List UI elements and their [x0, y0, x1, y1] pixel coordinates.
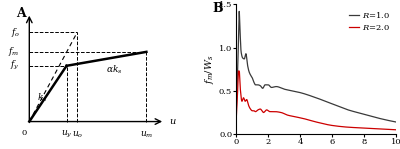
$R$=1.0 — [252, 83, 257, 85]
$R$=1.0 — [302, 93, 307, 95]
$R$=2.0 — [252, 110, 257, 112]
$R$=2.0 — [390, 129, 395, 131]
Line: $R$=2.0: $R$=2.0 — [236, 71, 396, 130]
$R$=1.0 — [262, 85, 266, 87]
$R$=1.0 — [373, 117, 378, 118]
X-axis label: $T$(s): $T$(s) — [306, 148, 326, 149]
$R$=2.0 — [394, 129, 398, 131]
Text: A: A — [16, 7, 26, 20]
Line: $R$=1.0: $R$=1.0 — [236, 11, 396, 122]
Text: $\alpha k_s$: $\alpha k_s$ — [106, 64, 123, 76]
$R$=1.0 — [394, 121, 398, 123]
$R$=1.0 — [390, 121, 395, 122]
Text: $k_s$: $k_s$ — [37, 92, 48, 104]
$R$=2.0 — [373, 128, 378, 130]
Text: $f_o$: $f_o$ — [10, 26, 20, 39]
Text: $u_m$: $u_m$ — [140, 129, 153, 140]
$R$=2.0 — [234, 116, 239, 118]
$R$=1.0 — [237, 10, 242, 12]
$R$=2.0 — [302, 118, 307, 120]
$R$=2.0 — [236, 70, 241, 72]
$R$=1.0 — [234, 107, 239, 109]
Text: 0: 0 — [21, 129, 27, 137]
Text: $f_y$: $f_y$ — [10, 59, 20, 72]
$R$=2.0 — [295, 116, 300, 118]
Text: $u_o$: $u_o$ — [72, 129, 83, 140]
Text: $u$: $u$ — [169, 117, 177, 126]
Text: $f_m$: $f_m$ — [8, 45, 20, 58]
$R$=1.0 — [295, 91, 300, 93]
Legend: $R$=1.0, $R$=2.0: $R$=1.0, $R$=2.0 — [347, 9, 392, 34]
$R$=2.0 — [262, 111, 266, 113]
Y-axis label: $f_m/W_s$: $f_m/W_s$ — [203, 55, 216, 84]
Text: $u_y$: $u_y$ — [61, 129, 72, 140]
Text: B: B — [212, 2, 223, 15]
